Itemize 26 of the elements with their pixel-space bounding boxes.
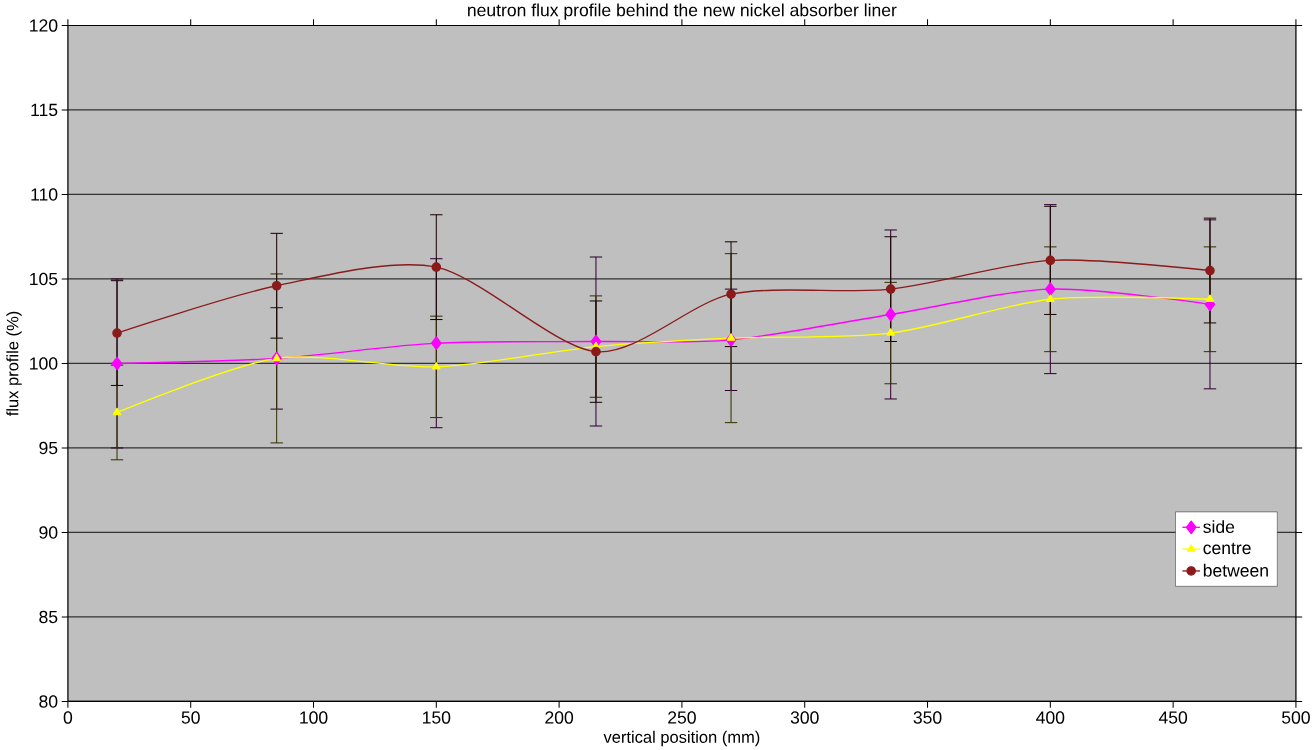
legend-label: between bbox=[1203, 564, 1268, 577]
y-tick-label: 95 bbox=[39, 441, 58, 455]
legend-label: centre bbox=[1203, 542, 1251, 555]
y-tick-label: 100 bbox=[30, 357, 58, 370]
x-tick-label: 300 bbox=[790, 711, 819, 724]
x-tick-label: 350 bbox=[913, 711, 942, 724]
x-tick-label: 100 bbox=[300, 711, 328, 724]
x-tick-label: 150 bbox=[423, 711, 451, 724]
y-tick-label: 110 bbox=[31, 188, 58, 201]
x-tick-label: 450 bbox=[1158, 711, 1188, 724]
y-tick-label: 115 bbox=[31, 104, 58, 117]
x-tick-label: 200 bbox=[545, 711, 574, 724]
legend-label: side bbox=[1203, 520, 1235, 534]
x-tick-label: 250 bbox=[668, 711, 696, 724]
y-tick-label: 90 bbox=[39, 526, 58, 539]
x-tick-label: 500 bbox=[1281, 711, 1310, 724]
y-tick-label: 85 bbox=[39, 610, 58, 624]
y-tick-label: 105 bbox=[30, 272, 58, 286]
chart-title: neutron flux profile behind the new nickel absorber liner bbox=[468, 3, 897, 20]
y-tick-label: 120 bbox=[30, 19, 58, 32]
y-axis-title: flux profile (%) bbox=[6, 311, 22, 417]
x-tick-label: 400 bbox=[1036, 711, 1065, 724]
x-axis-title: vertical position (mm) bbox=[603, 730, 760, 747]
x-tick-label: 50 bbox=[181, 711, 200, 724]
y-tick-label: 80 bbox=[39, 695, 58, 708]
x-tick-label: 0 bbox=[63, 711, 73, 724]
